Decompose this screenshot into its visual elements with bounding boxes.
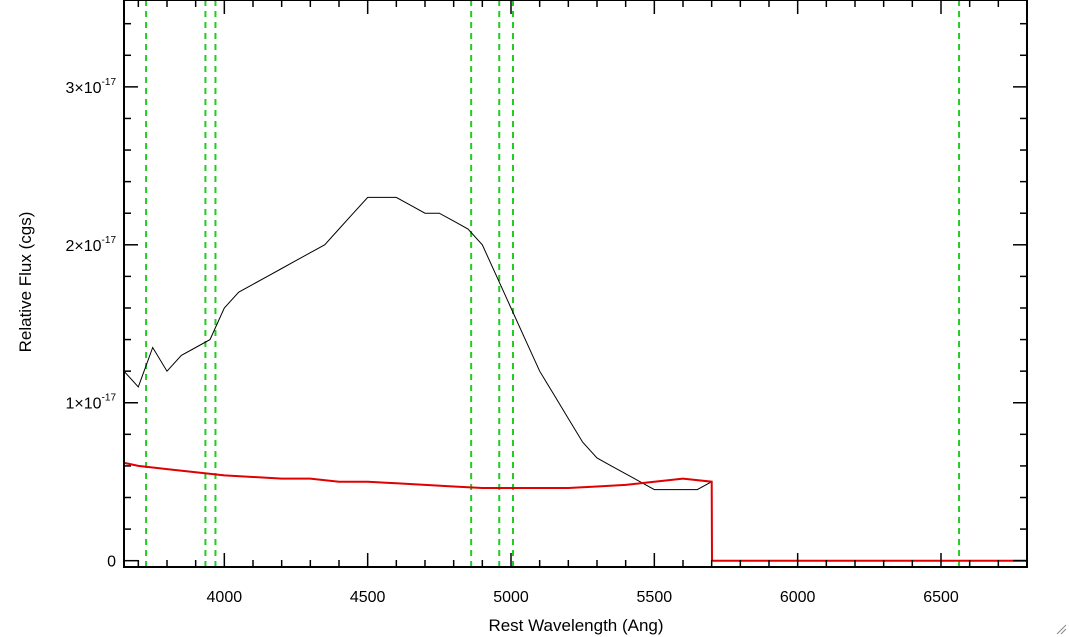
y-tick-label: 1×10-17	[66, 393, 117, 413]
error-line	[124, 461, 1027, 562]
x-tick-label: 4500	[350, 589, 386, 606]
y-tick-label: 0	[107, 554, 116, 571]
x-tick-label: 4000	[207, 589, 243, 606]
x-axis-title: Rest Wavelength (Ang)	[488, 616, 663, 635]
plot-frame	[123, 0, 1028, 568]
x-tick-label: 6500	[923, 589, 959, 606]
y-tick-label: 3×10-17	[66, 77, 117, 97]
spectrum-line	[124, 196, 712, 491]
x-tick-label: 5500	[637, 589, 673, 606]
y-tick-label: 2×10-17	[66, 235, 117, 255]
x-tick-label: 5000	[493, 589, 529, 606]
y-axis-title: Relative Flux (cgs)	[16, 212, 35, 353]
plot-axes	[123, 0, 1028, 568]
x-tick-label: 6000	[780, 589, 816, 606]
plot-area	[124, 0, 1027, 567]
resize-grip-icon[interactable]	[1055, 623, 1067, 635]
tick-labels: 4000 4500 5000 5500 6000 6500 0 1×10-17 2×10-17 3…	[66, 77, 959, 606]
plot-content	[124, 0, 1027, 567]
